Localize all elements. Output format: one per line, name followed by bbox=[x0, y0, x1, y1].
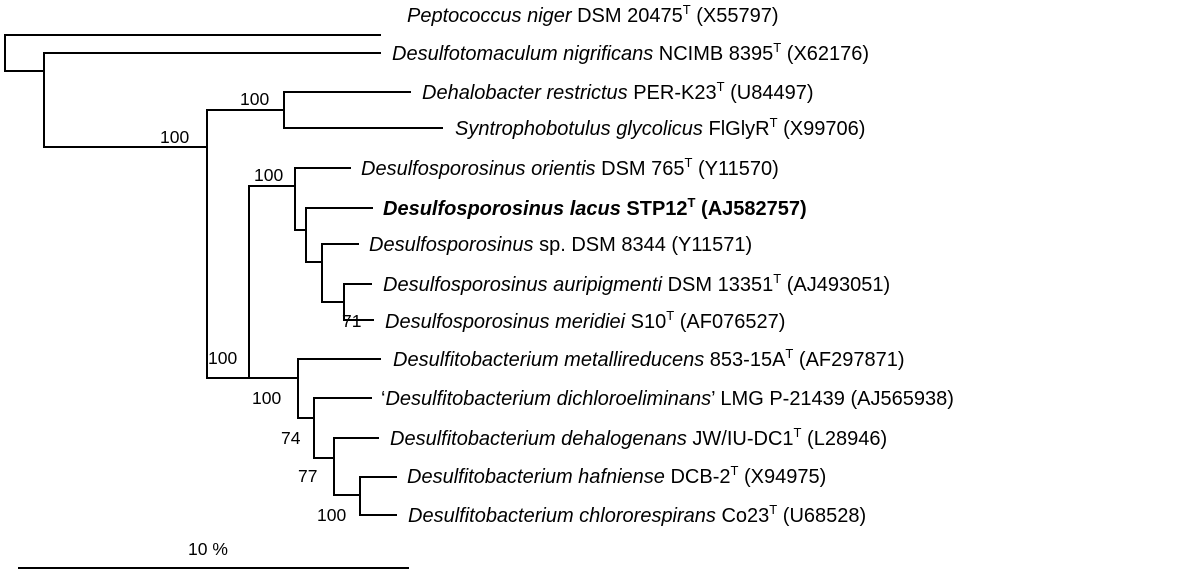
type-strain-marker: T bbox=[683, 2, 691, 17]
strain-name: STP12 bbox=[621, 198, 688, 220]
accession-number: (AF297871) bbox=[793, 349, 904, 371]
species-name: Desulfosporosinus bbox=[369, 234, 534, 256]
taxon-label: Desulfitobacterium chlororespirans Co23T… bbox=[408, 502, 866, 527]
strain-name: DSM 765 bbox=[596, 158, 685, 180]
strain-name: NCIMB 8395 bbox=[653, 43, 773, 65]
species-name: Desulfitobacterium dichloroeliminans bbox=[385, 388, 711, 410]
taxon-label: Desulfitobacterium dehalogenans JW/IU-DC… bbox=[390, 425, 887, 450]
bootstrap-value: 100 bbox=[317, 505, 346, 525]
strain-name: Co23 bbox=[716, 505, 769, 527]
bootstrap-value: 74 bbox=[281, 428, 301, 448]
type-strain-marker: T bbox=[666, 308, 674, 323]
type-strain-marker: T bbox=[773, 271, 781, 286]
bootstrap-value: 77 bbox=[298, 466, 317, 486]
species-name: Desulfosporosinus meridiei bbox=[385, 311, 626, 333]
scale-bar-label: 10 % bbox=[188, 539, 228, 559]
strain-name: DCB-2 bbox=[665, 466, 731, 488]
bootstrap-value: 100 bbox=[208, 348, 237, 368]
taxon-label: Desulfosporosinus orientis DSM 765T (Y11… bbox=[361, 155, 779, 180]
strain-name: 853-15A bbox=[704, 349, 786, 371]
accession-number: (X62176) bbox=[781, 43, 869, 65]
taxon-label: Desulfosporosinus meridiei S10T (AF07652… bbox=[385, 308, 785, 333]
bootstrap-value: 71 bbox=[342, 311, 361, 331]
strain-name: JW/IU-DC1 bbox=[687, 428, 794, 450]
taxon-label: Dehalobacter restrictus PER-K23T (U84497… bbox=[422, 79, 813, 104]
strain-name: sp. DSM 8344 bbox=[534, 234, 666, 256]
tree-branches bbox=[4, 34, 443, 516]
strain-name: FlGlyR bbox=[703, 118, 770, 140]
strain-name: S10 bbox=[625, 311, 666, 333]
taxon-label: Desulfosporosinus auripigmenti DSM 13351… bbox=[383, 271, 890, 296]
accession-number: (Y11571) bbox=[666, 234, 752, 256]
scale-bar: 10 % bbox=[18, 539, 409, 569]
bootstrap-value: 100 bbox=[240, 89, 269, 109]
close-quote: ’ bbox=[711, 388, 715, 410]
accession-number: (X94975) bbox=[738, 466, 826, 488]
open-quote: ‘ bbox=[381, 388, 385, 410]
accession-number: (AF076527) bbox=[674, 311, 785, 333]
type-strain-marker: T bbox=[769, 502, 777, 517]
taxon-label: Desulfotomaculum nigrificans NCIMB 8395T… bbox=[392, 40, 869, 65]
bootstrap-value: 100 bbox=[160, 127, 189, 147]
accession-number: (L28946) bbox=[801, 428, 887, 450]
taxon-label: ‘Desulfitobacterium dichloroeliminans’ L… bbox=[381, 388, 954, 410]
species-name: Desulfotomaculum nigrificans bbox=[392, 43, 653, 65]
strain-name: PER-K23 bbox=[628, 82, 717, 104]
accession-number: (X55797) bbox=[691, 5, 779, 27]
species-name: Desulfitobacterium chlororespirans bbox=[408, 505, 716, 527]
species-name: Desulfitobacterium metallireducens bbox=[393, 349, 704, 371]
type-strain-marker: T bbox=[717, 79, 725, 94]
strain-name: LMG P-21439 bbox=[715, 388, 845, 410]
species-name: Desulfosporosinus lacus bbox=[383, 198, 621, 220]
taxon-label: Desulfitobacterium metallireducens 853-1… bbox=[393, 346, 905, 371]
species-name: Desulfosporosinus auripigmenti bbox=[383, 274, 663, 296]
accession-number: (AJ493051) bbox=[781, 274, 890, 296]
taxon-label: Syntrophobotulus glycolicus FlGlyRT (X99… bbox=[455, 115, 865, 140]
species-name: Peptococcus niger bbox=[407, 5, 573, 27]
accession-number: (U68528) bbox=[777, 505, 866, 527]
type-strain-marker: T bbox=[785, 346, 793, 361]
taxon-label: Desulfitobacterium hafniense DCB-2T (X94… bbox=[407, 463, 826, 488]
taxon-labels: Peptococcus niger DSM 20475T (X55797)Des… bbox=[361, 2, 954, 527]
taxon-label: Desulfosporosinus lacus STP12T (AJ582757… bbox=[383, 195, 807, 220]
bootstrap-value: 100 bbox=[252, 388, 281, 408]
bootstrap-value: 100 bbox=[254, 165, 283, 185]
species-name: Syntrophobotulus glycolicus bbox=[455, 118, 703, 140]
taxon-label: Peptococcus niger DSM 20475T (X55797) bbox=[407, 2, 779, 27]
accession-number: (X99706) bbox=[778, 118, 866, 140]
species-name: Desulfosporosinus orientis bbox=[361, 158, 596, 180]
strain-name: DSM 13351 bbox=[662, 274, 773, 296]
accession-number: (Y11570) bbox=[692, 158, 778, 180]
type-strain-marker: T bbox=[794, 425, 802, 440]
taxon-label: Desulfosporosinus sp. DSM 8344 (Y11571) bbox=[369, 234, 752, 256]
type-strain-marker: T bbox=[770, 115, 778, 130]
species-name: Desulfitobacterium hafniense bbox=[407, 466, 665, 488]
species-name: Desulfitobacterium dehalogenans bbox=[390, 428, 687, 450]
type-strain-marker: T bbox=[773, 40, 781, 55]
strain-name: DSM 20475 bbox=[572, 5, 683, 27]
species-name: Dehalobacter restrictus bbox=[422, 82, 628, 104]
accession-number: (AJ582757) bbox=[696, 198, 807, 220]
accession-number: (U84497) bbox=[725, 82, 814, 104]
type-strain-marker: T bbox=[685, 155, 693, 170]
accession-number: (AJ565938) bbox=[845, 388, 954, 410]
type-strain-marker: T bbox=[688, 195, 696, 210]
type-strain-marker: T bbox=[731, 463, 739, 478]
